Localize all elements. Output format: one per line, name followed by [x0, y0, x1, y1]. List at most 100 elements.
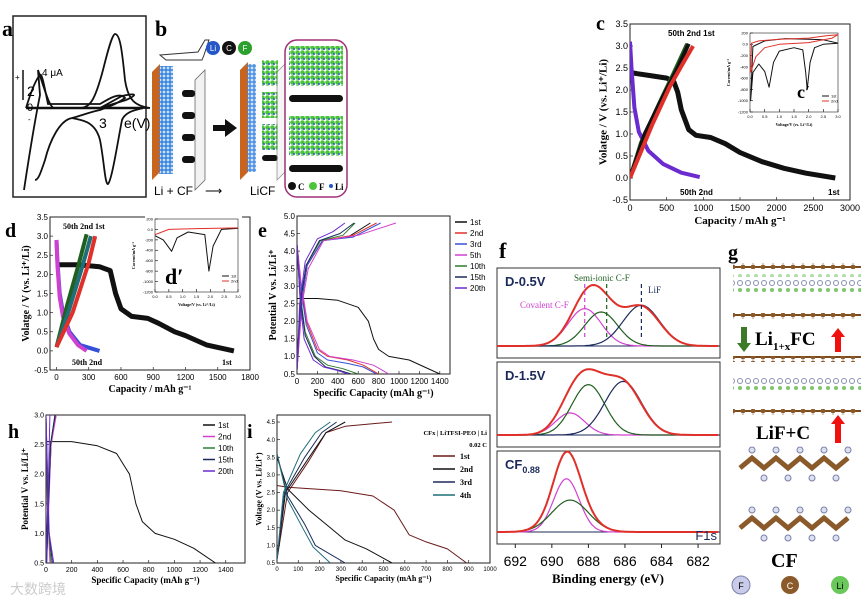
- chart-d: d 0 300 600 900 1200 1500 1800 -0.5 0.0 0.5 1.0 1.5 2…: [5, 213, 259, 395]
- y-tick-label: 4.5: [267, 420, 276, 426]
- x-tick-label: 1500: [730, 203, 750, 213]
- li-atom-icon: [206, 41, 220, 55]
- legend-label: 2nd: [831, 99, 838, 104]
- panel-b: b Li C F: [152, 16, 348, 198]
- y-tick-label: -200: [145, 237, 154, 242]
- x-axis-label: Specific Capacity (mAh g⁻¹): [313, 388, 433, 399]
- y-tick-label: 3.5: [37, 213, 49, 222]
- panel-letter-e: e: [258, 220, 267, 242]
- y-tick-label: 2.5: [37, 251, 49, 260]
- x-tick-label: 3000: [840, 203, 860, 213]
- y-axis-label: Voltage (V vs. Li/Li⁺): [254, 452, 263, 525]
- y-tick-label: 0.0: [37, 347, 49, 356]
- y-tick-label: -0.5: [34, 366, 48, 375]
- legend-label: 1st: [231, 274, 237, 279]
- cf-cathode-illustration: [182, 69, 206, 191]
- x-tick-label: 0: [54, 373, 59, 382]
- series-line-1st: [155, 227, 238, 272]
- y-tick-label: -1000: [143, 279, 154, 284]
- y-tick-label: 1.0: [284, 352, 296, 361]
- panel-g: g Li1+xFC LiF+C CF F C Li: [728, 242, 861, 595]
- series-line-2nd-charge: [630, 42, 691, 179]
- charts: c0 500 1000 1500 2000 2500 3000-0.50.00.51.01.…: [5, 13, 860, 586]
- y-tick-label: 0.0: [147, 227, 153, 232]
- cv-curve-cathodic: [25, 73, 144, 185]
- y-axis-label: Volatge / V (vs. Li⁺/Li): [598, 59, 610, 165]
- chart-e: e 0 200 400 600 800 1000 1200 1400 0.5 1.0 1.5 2.0 2.…: [258, 212, 486, 399]
- chart-f: f D-0.5V Covalent C-F Semi-ionic C-F LiF D-1.…: [496, 238, 721, 586]
- y-tick-label: 1.5: [37, 289, 49, 298]
- legend-label: 15th: [218, 456, 234, 465]
- y-tick-label: 1.0: [267, 543, 276, 549]
- x-axis-label: Voltage/V (vs. Li⁺/Li): [776, 122, 813, 127]
- down-arrow-icon: [737, 327, 751, 352]
- x-tick-label: 900: [464, 567, 475, 573]
- x-tick-label: 300: [336, 567, 347, 573]
- lif-layer: [733, 376, 861, 390]
- y-tick-label: 3.0: [34, 412, 44, 419]
- y-tick-label: 2.0: [34, 472, 44, 479]
- x-tick-label: 0.0: [747, 114, 753, 119]
- inset-letter: d′: [165, 264, 183, 289]
- legend-li: Li: [210, 44, 216, 53]
- subpanel-label: D-1.5V: [505, 368, 546, 383]
- y-tick-label: -200: [740, 53, 749, 58]
- legend-label: 2nd: [218, 433, 231, 442]
- legend-c: C: [226, 44, 232, 53]
- panel-a: a 4 μA 2 0 + - 3 e(V): [2, 15, 150, 198]
- x-tick-label: 400: [92, 567, 104, 574]
- y-tick-label: 4.0: [284, 247, 296, 256]
- y-tick-label: -800: [740, 87, 749, 92]
- x-tick-label: 1.0: [777, 114, 783, 119]
- x-tick-label: 600: [352, 377, 366, 386]
- series-line-1st-charge: [54, 235, 98, 348]
- legend-f: F: [243, 44, 248, 53]
- series-line-2nd: [155, 227, 238, 236]
- x-tick-label: 400: [331, 377, 345, 386]
- series-line-15th-charge: [46, 415, 56, 563]
- y-tick-label: -1200: [738, 109, 749, 114]
- y-tick-label: 2.0: [615, 85, 628, 95]
- panel-letter-b: b: [155, 16, 167, 41]
- x-tick-label: 1.0: [180, 294, 186, 299]
- legend-title: CFx | LiTFSI-PEO | Li: [423, 430, 487, 437]
- panel-letter-g: g: [728, 242, 738, 264]
- chart-d_inset: 0.0 0.5 1.0 1.5 2.0 2.5 3.0 -1200 -1000 -800 -600 -…: [131, 215, 242, 308]
- y-tick-label: -0.5: [612, 195, 628, 205]
- y-tick-label: -600: [740, 76, 749, 81]
- xps-subpanel-D-0.5V: D-0.5V Covalent C-F Semi-ionic C-F LiF: [496, 267, 721, 359]
- y-tick-label: 3.0: [615, 41, 628, 51]
- series-line-1st-discharge: [630, 69, 836, 181]
- lif-layer: [733, 280, 861, 294]
- legend-label: 2nd: [231, 279, 238, 284]
- legend-label: 3rd: [470, 240, 482, 249]
- x-tick-label: 686: [613, 553, 637, 569]
- key-f: F: [319, 182, 325, 192]
- y-tick-label: 2.0: [284, 317, 296, 326]
- x-tick-label: 1800: [241, 373, 259, 382]
- x-tick-label: 2.5: [221, 294, 227, 299]
- y-tick-label: -400: [740, 64, 749, 69]
- chart-h: h 0 200 400 600 800 1000 1200 1400 0.5 1.0 1.5 2.0 2.…: [8, 412, 246, 585]
- element-legend: Li C F: [206, 41, 252, 55]
- series-line-20th-charge: [46, 415, 51, 563]
- series-line-20th: [46, 415, 55, 563]
- x-tick-label: 684: [650, 553, 674, 569]
- component-peak-Semi-ionic-C-F: [497, 311, 719, 347]
- reaction-arrow-icon: [213, 119, 237, 137]
- series-line-1st: [277, 485, 467, 563]
- xps-subpanel-D-1.5V: D-1.5V: [496, 361, 721, 448]
- y-tick-label: 2.0: [37, 270, 49, 279]
- annotation-label: 1st: [828, 188, 840, 197]
- key-li: Li: [335, 182, 344, 192]
- y-tick-label: -800: [145, 269, 154, 274]
- series-line-15th-charge: [297, 222, 355, 371]
- panel-letter-d: d: [5, 220, 16, 242]
- y-tick-label: 0.5: [267, 561, 276, 567]
- xps-subpanel-CF0.88: CF0.88 F1s: [496, 450, 721, 545]
- inset-background: [145, 215, 242, 308]
- legend-label: 10th: [218, 444, 234, 453]
- subpanel-frame: [496, 450, 721, 545]
- annotation-label: LiF: [648, 285, 661, 295]
